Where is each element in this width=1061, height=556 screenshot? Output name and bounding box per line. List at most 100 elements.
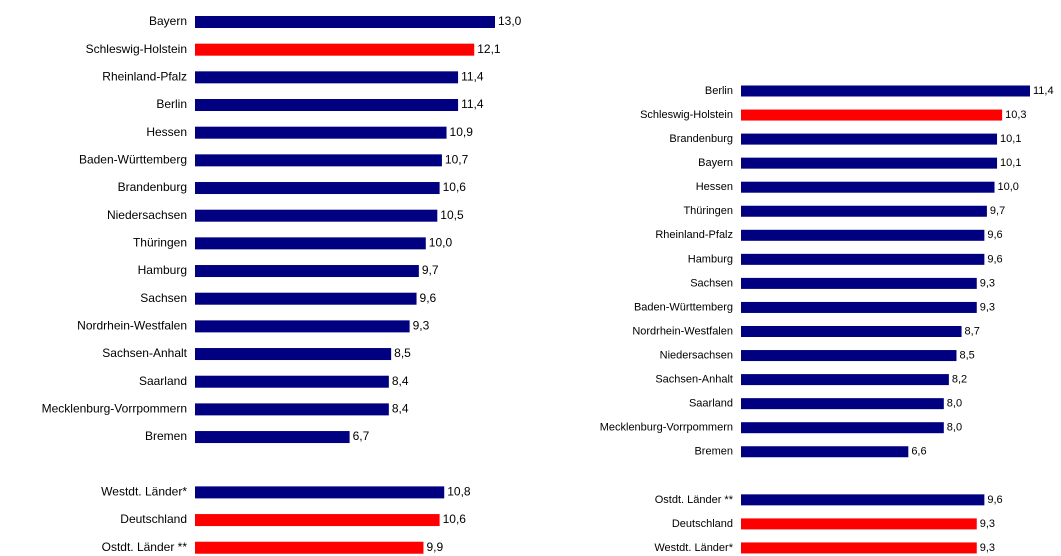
value-label: 8,5 bbox=[959, 349, 974, 361]
bar bbox=[195, 209, 438, 222]
category-label: Brandenburg bbox=[118, 180, 187, 194]
bar bbox=[195, 486, 445, 499]
value-label: 9,6 bbox=[987, 494, 1002, 506]
category-label: Berlin bbox=[705, 85, 733, 97]
bar bbox=[195, 16, 495, 28]
bar bbox=[741, 109, 1003, 121]
category-label: Hamburg bbox=[688, 253, 733, 265]
value-label: 8,0 bbox=[947, 398, 962, 410]
category-label: Ostdt. Länder ** bbox=[655, 494, 734, 506]
category-label: Bremen bbox=[694, 446, 733, 458]
bar bbox=[195, 375, 389, 388]
bar bbox=[741, 181, 995, 193]
value-label: 10,0 bbox=[429, 236, 453, 250]
category-label: Thüringen bbox=[683, 205, 733, 217]
value-label: 10,5 bbox=[440, 208, 464, 222]
category-label: Bremen bbox=[145, 429, 187, 443]
value-label: 12,1 bbox=[477, 42, 501, 56]
value-label: 9,3 bbox=[980, 277, 995, 289]
bar bbox=[741, 253, 985, 265]
category-label: Nordrhein-Westfalen bbox=[632, 325, 733, 337]
value-label: 9,6 bbox=[420, 291, 437, 305]
bar bbox=[195, 431, 350, 444]
bar bbox=[741, 301, 977, 313]
value-label: 10,9 bbox=[450, 125, 474, 139]
category-label: Sachsen-Anhalt bbox=[102, 346, 187, 360]
category-label: Hessen bbox=[696, 181, 733, 193]
category-label: Thüringen bbox=[133, 236, 187, 250]
category-label: Ostdt. Länder ** bbox=[102, 540, 188, 554]
category-label: Rheinland-Pfalz bbox=[102, 70, 187, 84]
bar bbox=[195, 403, 389, 416]
bar bbox=[195, 99, 459, 112]
bar bbox=[741, 542, 977, 554]
bar bbox=[195, 320, 410, 333]
bar bbox=[741, 374, 949, 386]
category-label: Hamburg bbox=[138, 263, 187, 277]
value-label: 6,6 bbox=[911, 446, 926, 458]
bar bbox=[195, 237, 426, 250]
bar bbox=[195, 182, 440, 195]
category-label: Sachsen bbox=[140, 291, 187, 305]
value-label: 11,4 bbox=[461, 97, 484, 111]
value-label: 10,6 bbox=[443, 512, 467, 526]
value-label: 10,0 bbox=[998, 181, 1019, 193]
value-label: 9,9 bbox=[426, 540, 443, 554]
bar bbox=[741, 422, 944, 434]
category-label: Deutschland bbox=[120, 512, 187, 526]
category-label: Niedersachsen bbox=[660, 349, 733, 361]
bar bbox=[195, 265, 419, 278]
value-label: 8,4 bbox=[392, 374, 409, 388]
category-label: Baden-Württemberg bbox=[79, 153, 187, 167]
bar bbox=[195, 126, 447, 139]
bar bbox=[741, 133, 998, 145]
value-label: 10,6 bbox=[443, 180, 467, 194]
category-label: Mecklenburg-Vorrpommern bbox=[42, 402, 187, 416]
category-label: Baden-Württemberg bbox=[634, 301, 733, 313]
bar bbox=[195, 43, 475, 56]
bar bbox=[741, 205, 987, 217]
bar bbox=[741, 398, 944, 410]
bar bbox=[195, 71, 459, 84]
value-label: 8,4 bbox=[392, 402, 409, 416]
bar bbox=[195, 541, 424, 554]
bar bbox=[741, 229, 985, 241]
value-label: 10,8 bbox=[447, 485, 471, 499]
bar bbox=[741, 85, 1030, 97]
category-label: Schleswig-Holstein bbox=[86, 42, 187, 56]
category-label: Saarland bbox=[139, 374, 187, 388]
value-label: 9,3 bbox=[980, 518, 995, 530]
category-label: Sachsen bbox=[690, 277, 733, 289]
bar bbox=[741, 518, 977, 530]
category-label: Deutschland bbox=[672, 518, 733, 530]
bar bbox=[741, 350, 957, 362]
bar bbox=[741, 157, 998, 169]
value-label: 6,7 bbox=[353, 429, 370, 443]
category-label: Brandenburg bbox=[669, 133, 733, 145]
value-label: 9,3 bbox=[413, 319, 430, 333]
category-label: Niedersachsen bbox=[107, 208, 187, 222]
category-label: Mecklenburg-Vorrpommern bbox=[600, 422, 733, 434]
value-label: 8,7 bbox=[965, 325, 980, 337]
value-label: 8,2 bbox=[952, 374, 967, 386]
value-label: 8,0 bbox=[947, 422, 962, 434]
value-label: 13,0 bbox=[498, 14, 522, 28]
bar bbox=[741, 326, 962, 337]
value-label: 10,3 bbox=[1005, 109, 1026, 121]
bar bbox=[195, 514, 440, 527]
value-label: 9,7 bbox=[422, 263, 439, 277]
bar bbox=[741, 277, 977, 289]
bar bbox=[195, 348, 392, 361]
category-label: Nordrhein-Westfalen bbox=[77, 319, 187, 333]
category-label: Hessen bbox=[146, 125, 187, 139]
value-label: 10,1 bbox=[1000, 133, 1021, 145]
value-label: 10,7 bbox=[445, 153, 469, 167]
category-label: Berlin bbox=[156, 97, 187, 111]
bar bbox=[195, 292, 417, 305]
value-label: 9,6 bbox=[987, 253, 1002, 265]
category-label: Rheinland-Pfalz bbox=[655, 229, 733, 241]
value-label: 10,1 bbox=[1000, 157, 1021, 169]
value-label: 9,6 bbox=[987, 229, 1002, 241]
value-label: 9,7 bbox=[990, 205, 1005, 217]
